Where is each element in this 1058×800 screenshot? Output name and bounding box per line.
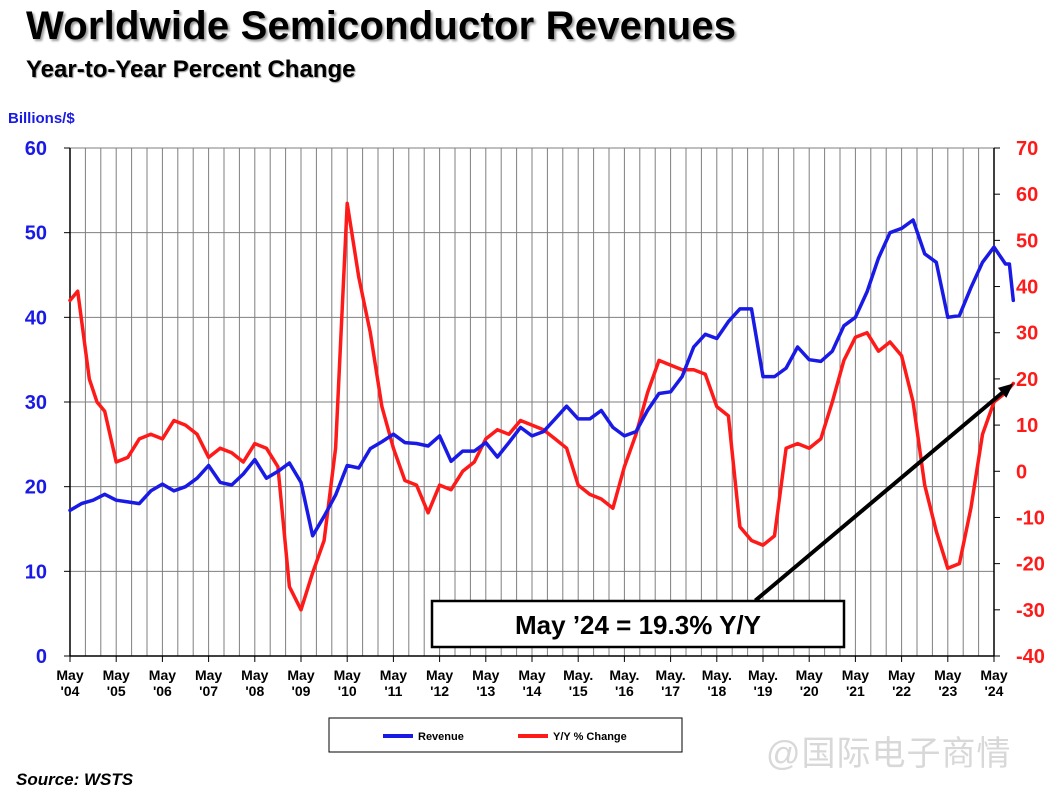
x-tick-label-month: May. [609,667,639,683]
left-tick-label: 20 [25,477,47,499]
right-tick-label: 0 [1016,461,1027,483]
legend-item-yy-change-label: Y/Y % Change [553,731,627,743]
source-note: Source: WSTS [16,770,134,789]
annotation-text: May ’24 = 19.3% Y/Y [515,610,761,640]
right-tick-label: 70 [1016,138,1038,160]
annotation-arrow-shaft [754,390,1005,603]
left-tick-label: 60 [25,138,47,160]
x-tick-label-month: May [934,667,961,683]
left-tick-label: 40 [25,307,47,329]
right-tick-label: -30 [1016,600,1045,622]
x-tick-label-year: '24 [985,683,1004,699]
x-tick-label-year: '22 [892,683,911,699]
x-axis-ticks: May'04May'05May'06May'07May'08May'09May'… [56,656,1008,699]
chart-title: Worldwide Semiconductor Revenues [26,4,737,48]
legend-item-revenue-label: Revenue [418,731,464,743]
right-tick-label: -10 [1016,507,1045,529]
right-axis-ticks: -40 -30 -20 -10 0 10 20 30 40 50 60 70 [994,138,1045,668]
x-tick-label-month: May [241,667,268,683]
x-tick-label-month: May. [563,667,593,683]
x-tick-label-year: '16 [615,683,634,699]
x-tick-label-year: '12 [430,683,449,699]
x-tick-label-year: '05 [107,683,126,699]
x-tick-label-year: '20 [800,683,819,699]
x-tick-label-year: '08 [245,683,264,699]
right-tick-label: 20 [1016,369,1038,391]
x-tick-label-year: '23 [938,683,957,699]
x-tick-label-year: '11 [384,683,402,699]
left-tick-label: 10 [25,561,47,583]
x-tick-label-year: '21 [846,683,865,699]
x-tick-label-month: May [842,667,869,683]
x-tick-label-year: '07 [199,683,218,699]
right-tick-label: 10 [1016,415,1038,437]
legend-box [328,717,683,753]
right-tick-label: 40 [1016,277,1038,299]
x-tick-label-month: May. [702,667,732,683]
x-tick-label-month: May [195,667,222,683]
left-tick-label: 50 [25,223,47,245]
x-tick-label-year: '17 [661,683,680,699]
x-tick-label-year: '10 [338,683,357,699]
x-tick-label-year: '15 [569,683,588,699]
series-line-revenue [68,218,1016,538]
x-tick-label-month: May [980,667,1007,683]
x-tick-label-year: '14 [523,683,542,699]
right-tick-label: 30 [1016,323,1038,345]
right-tick-label: 50 [1016,230,1038,252]
watermark: @国际电子商情 [766,735,1012,773]
x-tick-label-year: '09 [292,683,311,699]
x-tick-label-month: May. [748,667,778,683]
left-tick-label: 0 [36,646,47,668]
y-axis-label: Billions/$ [8,110,75,127]
annotation-box [430,599,846,649]
x-tick-label-month: May. [656,667,686,683]
x-tick-label-month: May [518,667,545,683]
chart-legend: Revenue Y/Y % Change [328,717,683,753]
x-tick-label-month: May [149,667,176,683]
chart-subtitle: Year-to-Year Percent Change [26,56,356,83]
x-tick-label-year: '04 [61,683,80,699]
x-tick-label-month: May [380,667,407,683]
x-tick-label-month: May [472,667,499,683]
x-tick-label-year: '19 [754,683,773,699]
left-tick-label: 30 [25,392,47,414]
x-tick-label-month: May [103,667,130,683]
right-tick-label: -40 [1016,646,1045,668]
x-tick-label-year: '13 [476,683,495,699]
right-tick-label: -20 [1016,554,1045,576]
x-tick-label-month: May [888,667,915,683]
x-tick-label-month: May [426,667,453,683]
left-axis-ticks: 0 10 20 30 40 50 60 [25,138,70,668]
series-lines [68,201,1016,612]
x-tick-label-month: May [287,667,314,683]
annotation-group: May ’24 = 19.3% Y/Y [430,383,1014,649]
annotation-arrow-head [997,383,1014,398]
x-tick-label-year: '18 [707,683,726,699]
right-tick-label: 60 [1016,184,1038,206]
x-tick-label-month: May [796,667,823,683]
x-tick-label-month: May [56,667,83,683]
chart-grid [69,147,995,657]
x-tick-label-month: May [334,667,361,683]
series-line-yy-change [68,201,1016,612]
x-tick-label-year: '06 [153,683,172,699]
